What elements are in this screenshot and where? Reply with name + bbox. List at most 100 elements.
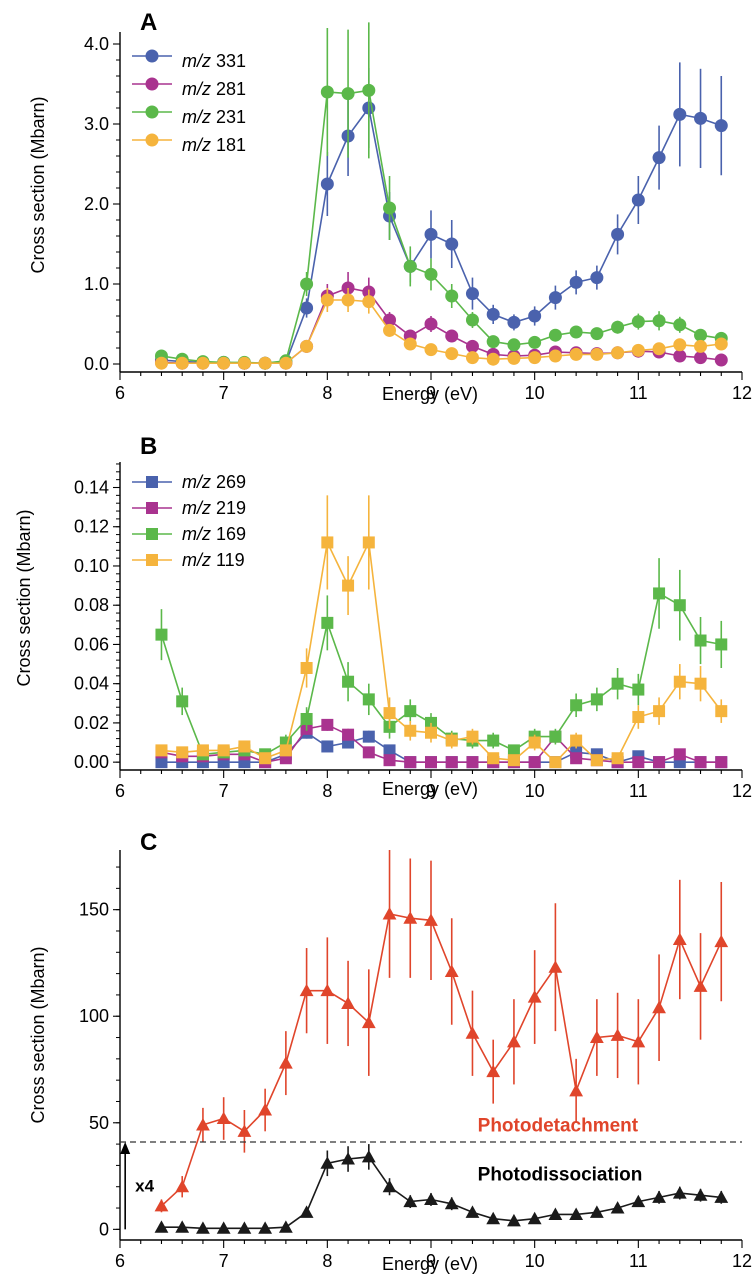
data-point bbox=[507, 754, 520, 767]
data-point bbox=[715, 705, 728, 718]
x-tick-label: 12 bbox=[732, 383, 752, 403]
data-point bbox=[652, 1000, 666, 1014]
data-point bbox=[300, 277, 314, 291]
series-b-169 bbox=[155, 558, 728, 761]
panel-a-legend: m/z 331 m/z 281 m/z 231 m/z 181 bbox=[132, 49, 246, 155]
series-line bbox=[161, 299, 722, 365]
legend-mass: 281 bbox=[216, 79, 246, 99]
data-point bbox=[237, 1221, 252, 1234]
data-point bbox=[196, 356, 210, 370]
panel-b-legend-entry: m/z 269 bbox=[182, 472, 246, 492]
data-point bbox=[673, 318, 687, 332]
panel-b-legend-entry: m/z 219 bbox=[182, 498, 246, 518]
data-point bbox=[673, 599, 686, 612]
y-tick-label: 4.0 bbox=[84, 34, 109, 54]
data-point bbox=[321, 616, 334, 629]
data-point bbox=[611, 227, 625, 241]
data-point bbox=[611, 752, 624, 765]
data-point bbox=[632, 711, 645, 724]
data-point bbox=[403, 911, 418, 924]
data-point bbox=[362, 295, 376, 309]
legend-marker bbox=[145, 133, 159, 147]
x-tick-label: 11 bbox=[629, 781, 648, 801]
data-point bbox=[652, 1190, 666, 1203]
data-point bbox=[341, 996, 355, 1009]
data-point bbox=[320, 85, 334, 99]
data-point bbox=[445, 237, 459, 251]
data-point bbox=[258, 1103, 273, 1116]
data-point bbox=[548, 349, 562, 363]
data-point bbox=[445, 734, 458, 747]
x-tick-label: 12 bbox=[732, 781, 752, 801]
x-tick-label: 8 bbox=[322, 1251, 332, 1271]
data-point bbox=[549, 756, 562, 769]
x-tick-label: 7 bbox=[219, 383, 229, 403]
data-point bbox=[382, 1179, 397, 1193]
data-point bbox=[278, 1056, 293, 1069]
data-point bbox=[507, 1213, 521, 1227]
data-point bbox=[425, 756, 437, 769]
data-point bbox=[652, 314, 666, 328]
data-point bbox=[403, 1194, 418, 1208]
data-point bbox=[237, 1124, 252, 1137]
legend-mass: 169 bbox=[216, 524, 246, 544]
data-point bbox=[404, 724, 417, 737]
panel-b-x-axis-label: Energy (eV) bbox=[382, 779, 478, 799]
panel-a-axes: 6 7 8 9 10 11 12 0.0 1.0 2.0 3.0 4.0 bbox=[84, 32, 752, 403]
data-point bbox=[299, 983, 314, 997]
data-point bbox=[569, 275, 583, 289]
data-point bbox=[590, 693, 603, 706]
legend-prefix: m/z bbox=[182, 135, 211, 155]
x4-arrow-head-icon bbox=[120, 1141, 131, 1154]
data-point bbox=[487, 752, 500, 765]
data-point bbox=[486, 352, 500, 366]
data-point bbox=[570, 734, 583, 747]
data-point bbox=[383, 313, 397, 327]
data-point bbox=[693, 979, 708, 992]
data-point bbox=[424, 267, 438, 281]
data-point bbox=[403, 337, 417, 351]
series-b-119 bbox=[155, 495, 728, 769]
data-point bbox=[631, 1034, 646, 1048]
data-point bbox=[321, 536, 334, 549]
data-point bbox=[673, 338, 687, 352]
data-point bbox=[715, 756, 728, 769]
data-point bbox=[362, 536, 375, 549]
data-point bbox=[507, 351, 521, 365]
data-point bbox=[445, 329, 459, 343]
data-point bbox=[673, 349, 687, 363]
data-point bbox=[404, 705, 417, 718]
data-point bbox=[154, 1199, 169, 1212]
data-point bbox=[258, 1221, 273, 1234]
data-point bbox=[672, 932, 687, 946]
panel-c-x-axis-label: Energy (eV) bbox=[382, 1254, 478, 1274]
data-point bbox=[300, 339, 314, 353]
data-point bbox=[300, 712, 313, 725]
x-tick-label: 6 bbox=[115, 781, 125, 801]
x-tick-label: 9 bbox=[426, 1251, 436, 1271]
y-tick-label: 0.00 bbox=[74, 752, 109, 772]
data-point bbox=[528, 335, 542, 349]
data-point bbox=[445, 347, 459, 361]
data-point bbox=[424, 913, 438, 926]
data-point bbox=[217, 744, 230, 757]
data-point bbox=[694, 677, 707, 690]
data-point bbox=[652, 151, 666, 165]
x-tick-label: 10 bbox=[525, 1251, 545, 1271]
legend-mass: 219 bbox=[216, 498, 246, 518]
data-point bbox=[341, 293, 355, 307]
data-point bbox=[424, 343, 438, 357]
data-point bbox=[320, 177, 334, 191]
data-point bbox=[383, 707, 396, 720]
data-point bbox=[569, 1207, 584, 1220]
data-point bbox=[383, 323, 397, 337]
data-point bbox=[570, 752, 583, 765]
data-point bbox=[507, 315, 521, 329]
x-tick-label: 7 bbox=[219, 1251, 229, 1271]
series-line bbox=[161, 1156, 722, 1230]
data-point bbox=[362, 746, 375, 759]
legend-marker bbox=[146, 502, 158, 514]
